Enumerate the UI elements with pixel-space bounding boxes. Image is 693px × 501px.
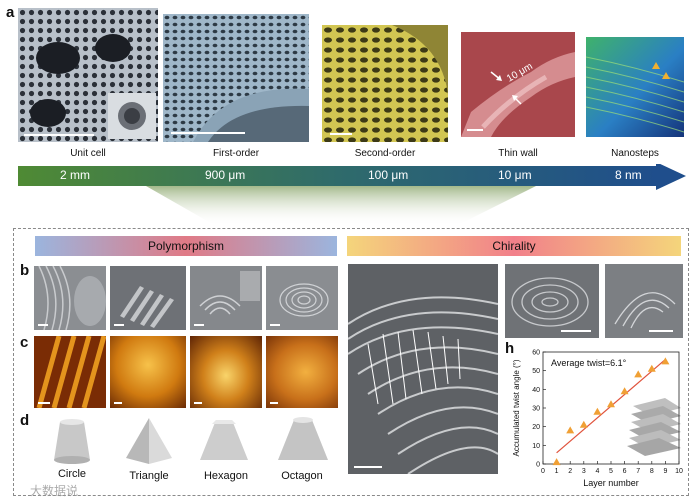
second-order-texture <box>322 25 448 142</box>
data-point <box>579 420 588 428</box>
y-tick-label: 30 <box>532 406 540 413</box>
nanosteps-texture <box>586 37 684 137</box>
x-tick-label: 10 <box>675 468 683 475</box>
detail-frame <box>13 228 689 496</box>
panel-c-letter: c <box>20 334 29 351</box>
caption-second-order: Second-order <box>354 148 416 159</box>
circle-shape-icon <box>54 419 90 464</box>
shape-label-circle: Circle <box>57 468 87 480</box>
data-point <box>661 357 670 365</box>
watermark: 大数据说 <box>30 484 79 498</box>
chirality-banner <box>347 236 681 256</box>
data-point <box>566 426 575 434</box>
y-axis-label: Accumulated twist angle (°) <box>512 359 521 456</box>
data-point <box>593 407 602 415</box>
scale-arrow <box>18 164 686 226</box>
panel-b-image-4 <box>266 266 338 330</box>
shape-icons <box>54 417 328 464</box>
x-tick-label: 9 <box>663 468 667 475</box>
hexagon-shape-icon <box>200 420 248 460</box>
panel-c-image-4 <box>266 336 338 408</box>
first-order-image <box>163 14 309 142</box>
polymorphism-banner <box>35 236 337 256</box>
x-tick-label: 7 <box>636 468 640 475</box>
x-tick-label: 3 <box>582 468 586 475</box>
data-point <box>647 364 656 372</box>
data-point <box>607 400 615 408</box>
x-tick-label: 6 <box>623 468 627 475</box>
thin-wall-image: 10 μm <box>461 32 575 137</box>
thin-wall-texture: 10 μm <box>461 32 575 137</box>
chirality-label: Chirality <box>492 239 536 253</box>
panel-f-image <box>505 264 599 338</box>
shape-label-octagon: Octagon <box>281 470 323 482</box>
panel-b-image-3 <box>190 266 262 330</box>
scale-label-2: 900 μm <box>205 168 246 182</box>
shape-label-hexagon: Hexagon <box>203 470 249 482</box>
panel-c-image-2 <box>110 336 186 408</box>
panel-c-image-3 <box>190 336 262 408</box>
panel-e-image <box>348 264 498 474</box>
y-tick-label: 10 <box>532 443 540 450</box>
x-axis-label: Layer number <box>583 478 639 488</box>
scale-label-1: 2 mm <box>60 168 90 182</box>
unit-cell-texture <box>18 8 158 142</box>
x-tick-label: 8 <box>650 468 654 475</box>
caption-first-order: First-order <box>212 148 260 159</box>
scale-label-4: 10 μm <box>498 168 532 182</box>
data-point <box>620 387 629 395</box>
octagon-shape-icon <box>278 417 328 460</box>
caption-thin-wall: Thin wall <box>498 148 538 159</box>
data-point <box>634 370 643 378</box>
panel-h-letter: h <box>505 340 515 357</box>
y-tick-label: 20 <box>532 424 540 431</box>
triangle-shape-icon <box>126 418 172 464</box>
scale-label-3: 100 μm <box>368 168 409 182</box>
x-tick-label: 2 <box>568 468 572 475</box>
x-tick-label: 1 <box>555 468 559 475</box>
data-point <box>552 458 561 466</box>
panel-c-image-1 <box>34 336 106 408</box>
caption-unit-cell: Unit cell <box>70 148 106 159</box>
panel-b-letter: b <box>20 262 30 279</box>
shape-label-triangle: Triangle <box>129 470 169 482</box>
polymorphism-label: Polymorphism <box>147 239 225 253</box>
y-tick-label: 50 <box>532 368 540 375</box>
x-tick-label: 0 <box>541 468 545 475</box>
panel-d-letter: d <box>20 412 30 429</box>
y-tick-label: 60 <box>532 350 540 357</box>
unit-cell-image <box>18 8 158 142</box>
x-tick-label: 5 <box>609 468 613 475</box>
x-tick-label: 4 <box>595 468 599 475</box>
y-tick-label: 0 <box>536 462 540 469</box>
average-twist-annotation: Average twist=6.1° <box>551 358 627 368</box>
panel-g-image <box>605 264 683 338</box>
twist-angle-chart: 0 1 2 3 4 5 6 7 8 9 10 0 10 20 30 40 50 60 Average twist=6… <box>512 350 683 489</box>
y-tick-label: 40 <box>532 387 540 394</box>
first-order-texture <box>163 14 309 142</box>
second-order-image <box>322 25 448 142</box>
scale-label-5: 8 nm <box>615 168 642 182</box>
layer-stack-inset <box>627 398 681 456</box>
panel-b-image-1 <box>34 266 106 330</box>
caption-nanosteps: Nanosteps <box>611 148 659 159</box>
nanosteps-image <box>586 37 684 137</box>
panel-a-letter: a <box>6 4 15 21</box>
panel-b-image-2 <box>110 266 186 330</box>
